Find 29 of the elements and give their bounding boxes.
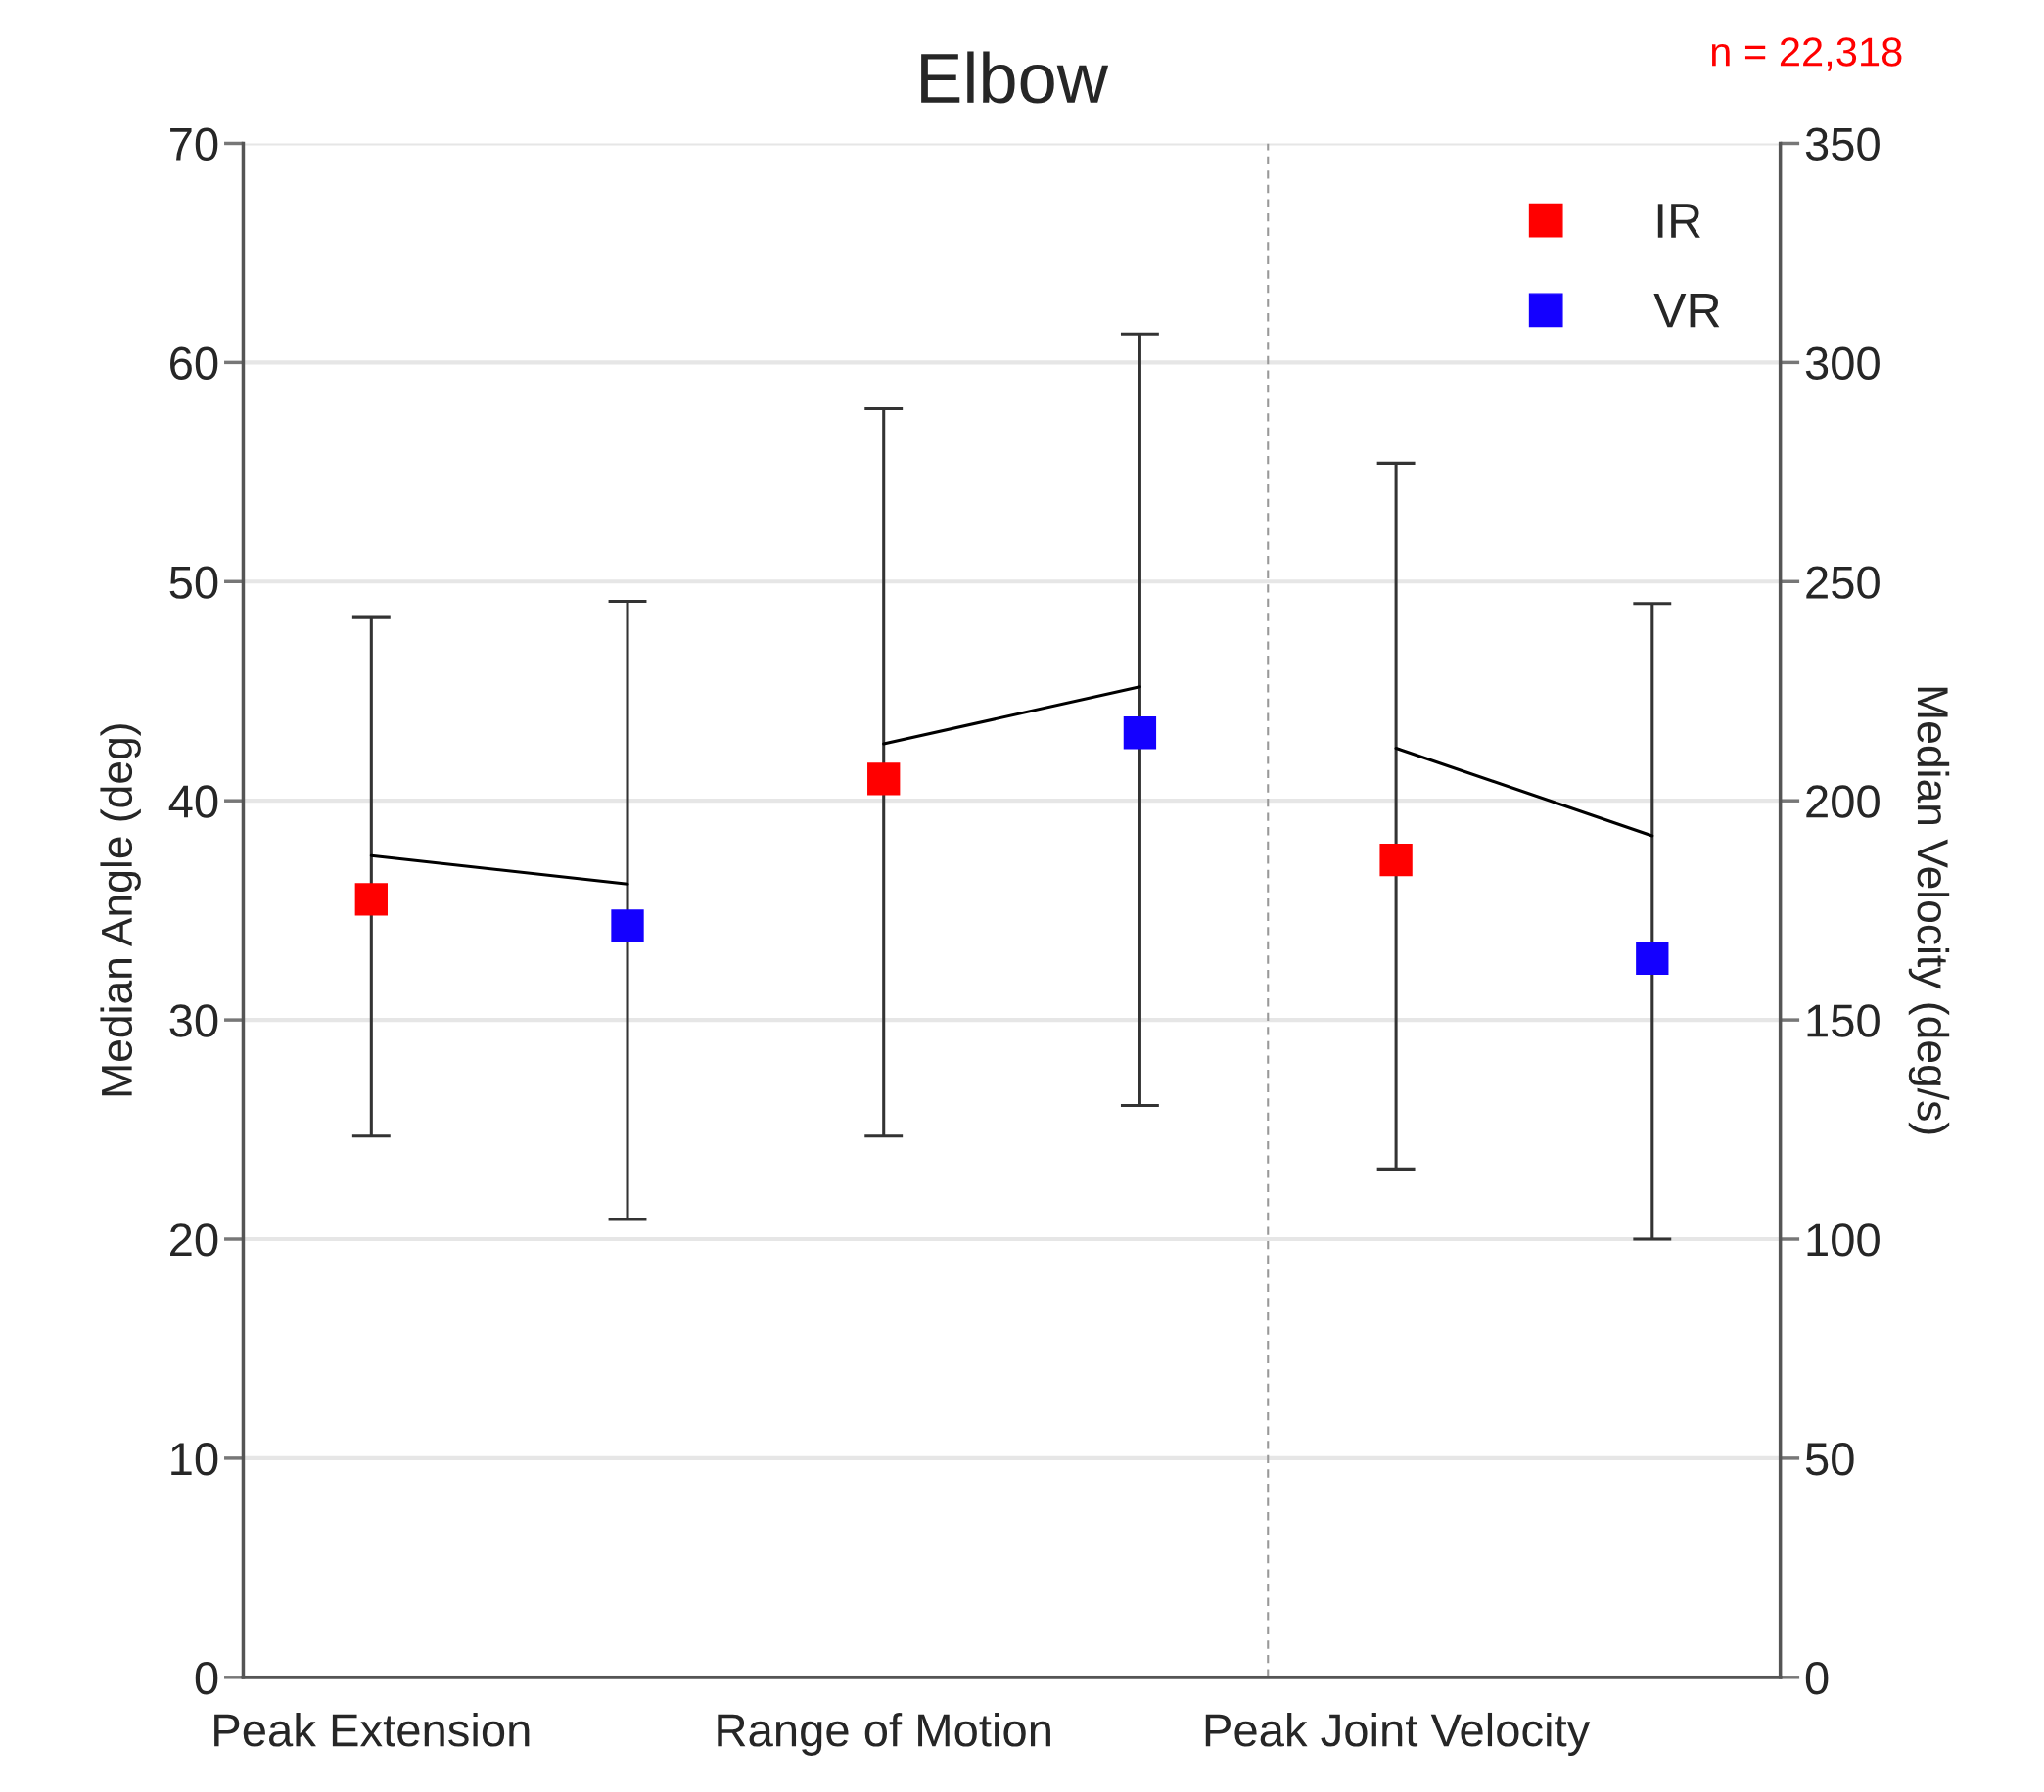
x-tick-label: Peak Joint Velocity [1205,1712,1591,1756]
y2-tick-label: 0 [1805,1661,1829,1695]
text: n = 22,318 [1711,37,1902,71]
chart-title: Elbow [921,51,1109,104]
y-tick-label: 60 [170,346,218,380]
point [867,762,901,796]
legend-label: VR [1653,293,1720,328]
y-axis-title: Median Angle (deg) [100,724,141,1096]
legend-label: IR [1657,204,1700,238]
y-tick-label: 10 [171,1443,218,1476]
y-tick-label: 30 [169,1004,218,1037]
point [1123,716,1157,750]
point [354,883,388,916]
y2-tick-label: 300 [1805,346,1880,380]
x-tick-label: Range of Motion [718,1712,1050,1756]
y-tick-label: 50 [169,566,218,599]
y-tick-label: 20 [170,1223,218,1257]
y2-tick-label: 250 [1806,566,1880,599]
x-tick-label: Peak Extension [214,1712,530,1747]
y-tick-label: 40 [168,785,218,818]
y2-tick-label: 50 [1805,1443,1854,1476]
y-tick-label: 70 [170,127,218,161]
point [611,909,644,942]
y2-axis-title: Median Velocity (deg/s) [1908,687,1950,1134]
y2-tick-label: 150 [1807,1004,1880,1037]
y2-tick-label: 100 [1807,1223,1880,1257]
y-tick-label: 0 [195,1661,218,1695]
y2-tick-label: 200 [1806,785,1880,818]
y2-tick-label: 350 [1805,127,1880,161]
